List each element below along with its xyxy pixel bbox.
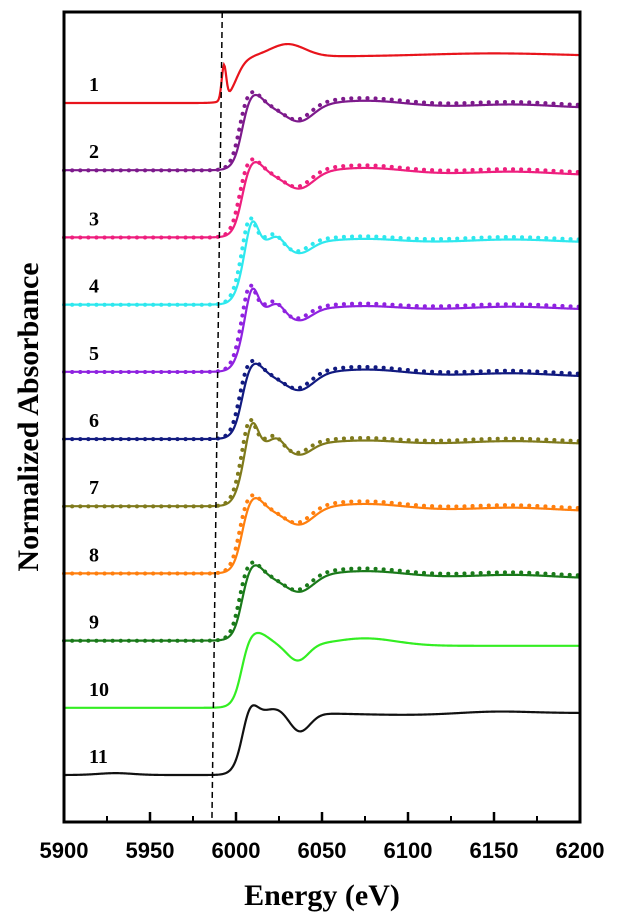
- x-axis-title: Energy (eV): [244, 879, 400, 912]
- series-label-11: 11: [89, 746, 108, 768]
- plot-frame: [62, 10, 582, 824]
- series-6-line: [64, 362, 581, 441]
- series-label-4: 4: [89, 276, 99, 298]
- series-10-line: [64, 631, 580, 709]
- series-3-line: [64, 161, 581, 239]
- series-7: 7: [62, 417, 582, 509]
- series-6: 6: [62, 358, 582, 442]
- x-tick-label-5900: 5900: [40, 838, 89, 863]
- series-label-3: 3: [89, 208, 99, 230]
- x-tick-label-6150: 6150: [470, 838, 519, 863]
- series-3: 3: [62, 157, 582, 240]
- x-tick-label-6050: 6050: [298, 838, 347, 863]
- series-5: 5: [62, 283, 582, 374]
- series-7-line: [64, 421, 581, 508]
- series-4-fit-dots: [62, 216, 582, 307]
- series-11-line: [64, 704, 581, 777]
- x-tick-label-6100: 6100: [384, 838, 433, 863]
- series-label-8: 8: [89, 544, 99, 566]
- series-label-7: 7: [89, 477, 99, 499]
- x-tick-label-5950: 5950: [126, 838, 175, 863]
- reference-dashed-line: [211, 11, 223, 823]
- series-label-10: 10: [89, 679, 109, 701]
- y-axis-title: Normalized Absorbance: [12, 262, 45, 571]
- plot-area: 1 2 3 4 5 6 7 8 9 10 11: [62, 11, 582, 823]
- x-axis: 5900 5950 6000 6050 6100 6150 6200: [40, 812, 605, 863]
- series-label-5: 5: [89, 343, 99, 365]
- x-tick-label-6000: 6000: [212, 838, 261, 863]
- series-7-fit-dots: [62, 417, 582, 509]
- series-5-fit-dots: [62, 283, 582, 374]
- series-label-6: 6: [89, 410, 99, 432]
- series-4-line: [64, 220, 581, 306]
- series-4: 4: [62, 216, 582, 307]
- series-1-line: [64, 42, 581, 105]
- series-1: 1: [64, 42, 581, 105]
- series-8: 8: [62, 493, 582, 576]
- series-label-2: 2: [89, 141, 99, 163]
- series-label-9: 9: [89, 612, 99, 634]
- series-9-line: [64, 564, 581, 642]
- series-2: 2: [62, 90, 582, 173]
- series-10: 10: [64, 631, 580, 709]
- series-11: 11: [64, 704, 581, 777]
- series-9: 9: [62, 560, 582, 643]
- series-8-line: [64, 497, 581, 575]
- series-5-line: [64, 287, 581, 373]
- series-label-1: 1: [89, 74, 99, 96]
- series-2-line: [64, 93, 581, 172]
- x-tick-label-6200: 6200: [556, 838, 605, 863]
